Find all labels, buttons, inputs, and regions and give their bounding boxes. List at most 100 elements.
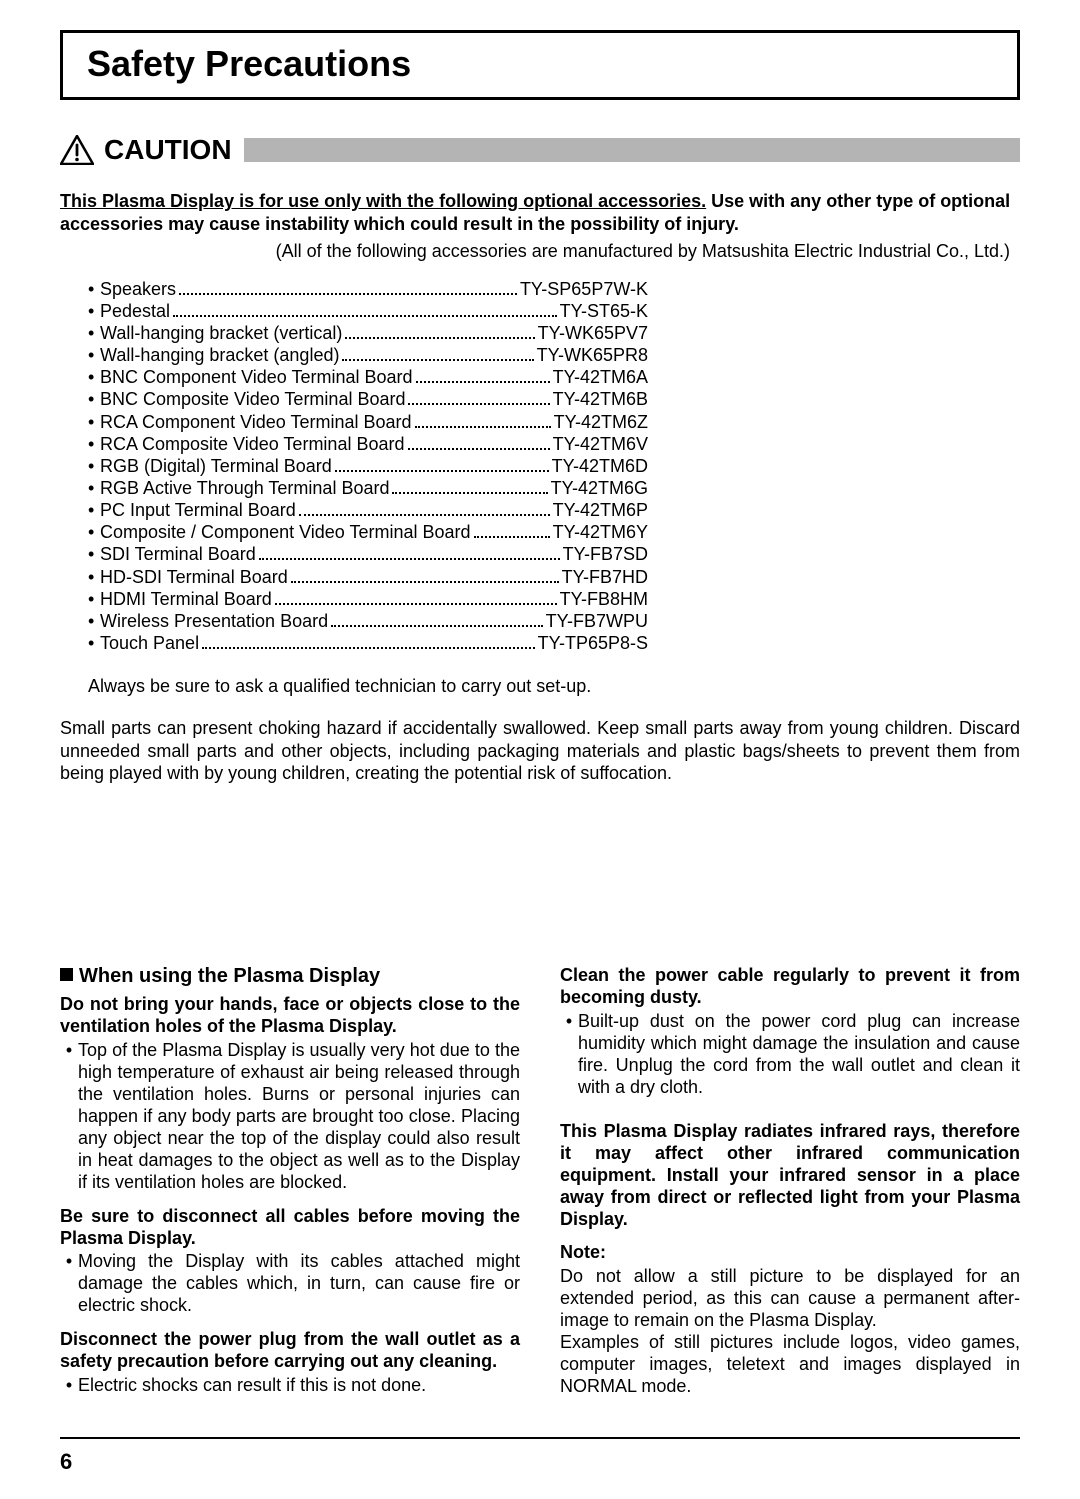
- accessory-label: SDI Terminal Board: [100, 544, 256, 566]
- accessory-label: Pedestal: [100, 301, 170, 323]
- left-b3: Electric shocks can result if this is no…: [78, 1375, 520, 1397]
- accessory-row: • Wall-hanging bracket (vertical) TY-WK6…: [88, 323, 648, 345]
- note-body-2: Examples of still pictures include logos…: [560, 1332, 1020, 1398]
- accessory-model: TY-TP65P8-S: [538, 633, 648, 655]
- accessory-row: • Wall-hanging bracket (angled) TY-WK65P…: [88, 345, 648, 367]
- warning-triangle-icon: [60, 135, 94, 165]
- right-h2: This Plasma Display radiates infrared ra…: [560, 1121, 1020, 1231]
- section-heading: When using the Plasma Display: [60, 965, 520, 988]
- left-bullet-2: •Moving the Display with its cables atta…: [60, 1251, 520, 1317]
- bullet-dot-icon: •: [88, 279, 100, 301]
- accessory-row: • BNC Composite Video Terminal Board TY-…: [88, 389, 648, 411]
- bullet-dot-icon: •: [88, 633, 100, 655]
- accessory-model: TY-42TM6Z: [554, 412, 648, 434]
- bullet-dot-icon: •: [88, 389, 100, 411]
- caution-label: CAUTION: [104, 134, 232, 166]
- bullet-dot-icon: •: [88, 367, 100, 389]
- intro-underlined: This Plasma Display is for use only with…: [60, 191, 706, 211]
- leader-dots: [392, 478, 547, 494]
- accessory-row: • HD-SDI Terminal Board TY-FB7HD: [88, 566, 648, 588]
- accessory-model: TY-42TM6A: [553, 367, 648, 389]
- accessory-label: BNC Composite Video Terminal Board: [100, 389, 405, 411]
- square-bullet-icon: [60, 968, 73, 981]
- accessory-label: RGB Active Through Terminal Board: [100, 478, 389, 500]
- note-label: Note:: [560, 1242, 1020, 1264]
- accessory-model: TY-42TM6V: [553, 434, 648, 456]
- title-box: Safety Precautions: [60, 30, 1020, 100]
- right-bullet-1: •Built-up dust on the power cord plug ca…: [560, 1011, 1020, 1099]
- accessory-row: • RGB Active Through Terminal Board TY-4…: [88, 478, 648, 500]
- accessory-label: Wireless Presentation Board: [100, 611, 328, 633]
- accessory-row: • SDI Terminal Board TY-FB7SD: [88, 544, 648, 566]
- bullet-dot-icon: •: [88, 345, 100, 367]
- caution-heading: CAUTION: [60, 134, 1020, 166]
- accessory-label: HD-SDI Terminal Board: [100, 567, 288, 589]
- accessory-model: TY-42TM6G: [551, 478, 648, 500]
- right-h1: Clean the power cable regularly to preve…: [560, 965, 1020, 1009]
- accessory-row: • PC Input Terminal Board TY-42TM6P: [88, 500, 648, 522]
- bullet-dot-icon: •: [88, 500, 100, 522]
- accessory-model: TY-42TM6B: [553, 389, 648, 411]
- caution-bar: [244, 138, 1020, 162]
- left-bullet-1: •Top of the Plasma Display is usually ve…: [60, 1040, 520, 1194]
- accessory-row: • Wireless Presentation Board TY-FB7WPU: [88, 611, 648, 633]
- leader-dots: [291, 566, 559, 582]
- accessory-model: TY-FB7SD: [563, 544, 648, 566]
- bullet-dot-icon: •: [560, 1011, 578, 1099]
- page-title: Safety Precautions: [87, 43, 993, 85]
- bullet-dot-icon: •: [60, 1251, 78, 1317]
- leader-dots: [408, 434, 550, 450]
- leader-dots: [335, 456, 549, 472]
- leader-dots: [202, 633, 535, 649]
- bullet-dot-icon: •: [88, 456, 100, 478]
- left-h1: Do not bring your hands, face or objects…: [60, 994, 520, 1038]
- bullet-dot-icon: •: [88, 567, 100, 589]
- two-column-region: When using the Plasma Display Do not bri…: [60, 965, 1020, 1409]
- accessory-row: • BNC Component Video Terminal Board TY-…: [88, 367, 648, 389]
- accessory-label: RCA Composite Video Terminal Board: [100, 434, 405, 456]
- leader-dots: [275, 589, 557, 605]
- leader-dots: [415, 411, 551, 427]
- footer-rule: [60, 1437, 1020, 1439]
- bullet-dot-icon: •: [88, 412, 100, 434]
- accessory-label: Touch Panel: [100, 633, 199, 655]
- accessory-model: TY-FB7WPU: [546, 611, 648, 633]
- leader-dots: [474, 522, 550, 538]
- page-number: 6: [60, 1449, 1020, 1475]
- manufacturer-note: (All of the following accessories are ma…: [60, 241, 1020, 263]
- accessory-row: • RCA Component Video Terminal Board TY-…: [88, 411, 648, 433]
- leader-dots: [408, 389, 549, 405]
- accessory-label: Composite / Component Video Terminal Boa…: [100, 522, 471, 544]
- leader-dots: [299, 500, 550, 516]
- left-bullet-3: •Electric shocks can result if this is n…: [60, 1375, 520, 1397]
- accessory-label: RGB (Digital) Terminal Board: [100, 456, 332, 478]
- bullet-dot-icon: •: [88, 522, 100, 544]
- bullet-dot-icon: •: [88, 611, 100, 633]
- accessory-row: • HDMI Terminal Board TY-FB8HM: [88, 589, 648, 611]
- accessory-row: • Speakers TY-SP65P7W-K: [88, 279, 648, 301]
- choking-note: Small parts can present choking hazard i…: [60, 717, 1020, 785]
- accessory-model: TY-42TM6D: [552, 456, 648, 478]
- note-body: Do not allow a still picture to be displ…: [560, 1266, 1020, 1332]
- accessory-model: TY-FB8HM: [560, 589, 648, 611]
- accessory-label: Wall-hanging bracket (angled): [100, 345, 339, 367]
- bullet-dot-icon: •: [88, 301, 100, 323]
- accessory-label: Wall-hanging bracket (vertical): [100, 323, 342, 345]
- accessory-model: TY-SP65P7W-K: [520, 279, 648, 301]
- left-column: When using the Plasma Display Do not bri…: [60, 965, 520, 1409]
- left-b2: Moving the Display with its cables attac…: [78, 1251, 520, 1317]
- leader-dots: [259, 544, 560, 560]
- leader-dots: [331, 611, 543, 627]
- left-b1: Top of the Plasma Display is usually ver…: [78, 1040, 520, 1194]
- bullet-dot-icon: •: [60, 1040, 78, 1194]
- leader-dots: [179, 279, 517, 295]
- accessory-model: TY-WK65PR8: [537, 345, 648, 367]
- right-column: Clean the power cable regularly to preve…: [560, 965, 1020, 1409]
- leader-dots: [342, 345, 533, 361]
- accessory-row: • Touch Panel TY-TP65P8-S: [88, 633, 648, 655]
- accessories-list: • Speakers TY-SP65P7W-K• Pedestal TY-ST6…: [88, 279, 1020, 655]
- accessory-label: RCA Component Video Terminal Board: [100, 412, 412, 434]
- bullet-dot-icon: •: [88, 323, 100, 345]
- accessory-label: Speakers: [100, 279, 176, 301]
- bullet-dot-icon: •: [88, 434, 100, 456]
